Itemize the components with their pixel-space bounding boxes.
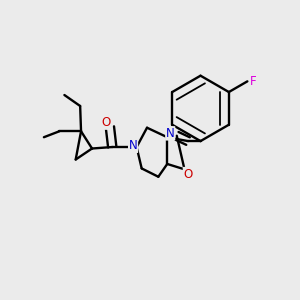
Text: N: N	[129, 139, 137, 152]
Text: O: O	[101, 116, 110, 129]
Text: O: O	[183, 168, 193, 181]
Text: F: F	[250, 75, 256, 88]
Text: N: N	[166, 127, 175, 140]
